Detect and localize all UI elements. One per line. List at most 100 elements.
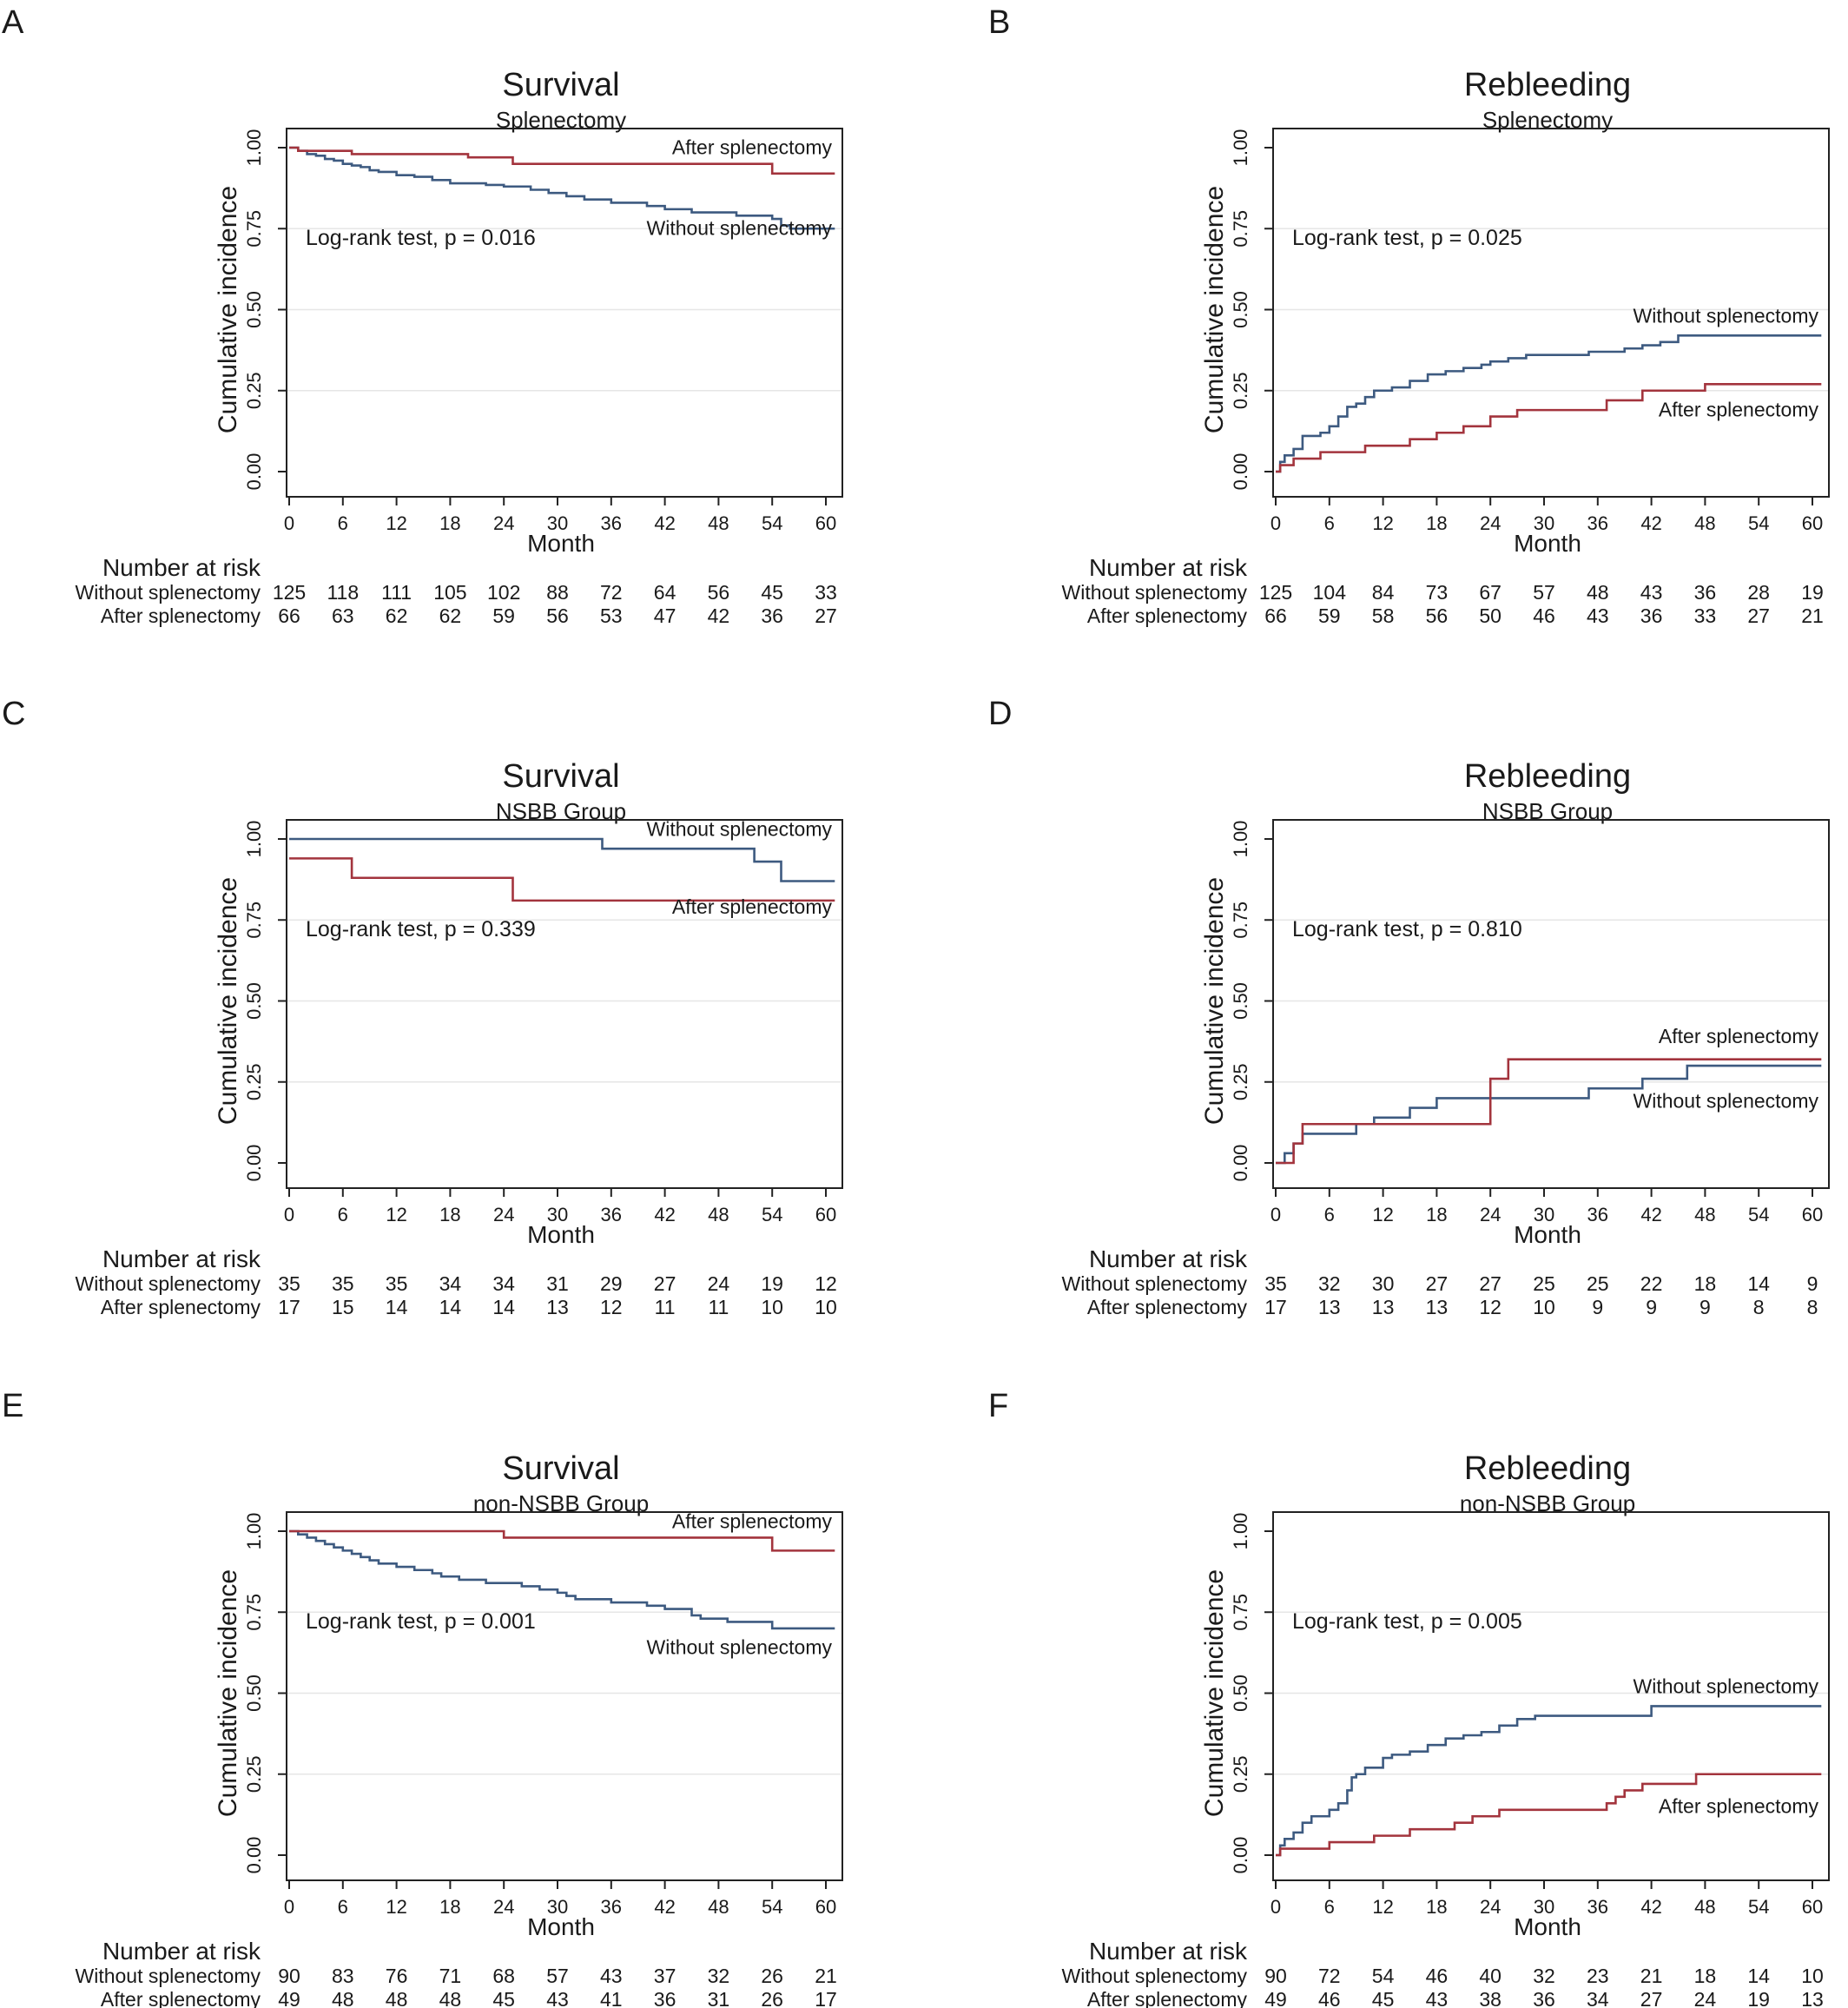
series-label-without: Without splenectomy: [1634, 304, 1819, 327]
logrank-annotation: Log-rank test, p = 0.016: [306, 226, 536, 250]
risk-count-after: 10: [761, 1296, 783, 1318]
risk-count-after: 13: [1318, 1296, 1341, 1318]
risk-count-after: 43: [1587, 604, 1609, 627]
risk-count-after: 66: [278, 604, 300, 627]
x-tick-label: 60: [1802, 512, 1823, 534]
risk-count-after: 53: [600, 604, 623, 627]
x-tick-label: 6: [338, 1896, 348, 1918]
risk-count-after: 13: [546, 1296, 569, 1318]
risk-count-after: 17: [278, 1296, 300, 1318]
chart-title: Survival: [502, 758, 619, 795]
risk-count-after: 13: [1801, 1988, 1824, 2008]
panel-letter: F: [988, 1388, 1008, 1424]
y-tick-label: 0.00: [243, 1837, 265, 1874]
risk-count-without: 10: [1801, 1965, 1824, 1987]
x-tick-label: 60: [815, 1896, 836, 1918]
risk-count-after: 43: [546, 1988, 569, 2008]
risk-count-without: 71: [439, 1965, 462, 1987]
series-after-splenectomy: [1276, 1058, 1822, 1165]
risk-count-without: 57: [1533, 581, 1555, 604]
x-tick-label: 36: [601, 512, 622, 534]
x-axis-label: Month: [527, 530, 595, 557]
risk-count-without: 18: [1694, 1965, 1717, 1987]
logrank-annotation: Log-rank test, p = 0.025: [1292, 226, 1522, 250]
risk-count-without: 35: [332, 1272, 354, 1295]
panel-letter: A: [2, 4, 24, 41]
risk-label-after: After splenectomy: [101, 1988, 261, 2008]
x-tick-label: 42: [654, 512, 675, 534]
plot-frame: [286, 819, 843, 1189]
y-tick-label: 0.25: [1230, 372, 1251, 409]
y-tick-label: 0.25: [1230, 1063, 1251, 1100]
risk-count-after: 66: [1264, 604, 1287, 627]
logrank-annotation: Log-rank test, p = 0.339: [306, 917, 536, 941]
x-tick-label: 12: [386, 1204, 406, 1225]
series-without-splenectomy: [289, 837, 835, 882]
risk-count-after: 11: [655, 1296, 676, 1318]
risk-count-without: 37: [654, 1965, 676, 1987]
risk-count-without: 19: [761, 1272, 783, 1295]
x-tick-label: 54: [1748, 512, 1769, 534]
risk-count-after: 9: [1646, 1296, 1657, 1318]
risk-count-after: 36: [761, 604, 783, 627]
risk-count-after: 42: [708, 604, 730, 627]
x-tick-label: 60: [1802, 1896, 1823, 1918]
risk-count-after: 12: [600, 1296, 623, 1318]
y-tick-label: 0.50: [1230, 1674, 1251, 1712]
risk-count-without: 19: [1801, 581, 1824, 604]
y-tick-label: 1.00: [1230, 1513, 1251, 1550]
risk-count-without: 68: [492, 1965, 515, 1987]
logrank-annotation: Log-rank test, p = 0.005: [1292, 1609, 1522, 1634]
x-tick-label: 6: [1324, 1204, 1335, 1225]
panel-a: ASurvivalSplenectomy0.000.250.500.751.00…: [2, 4, 843, 627]
risk-count-without: 43: [1640, 581, 1663, 604]
x-tick-label: 36: [1587, 1204, 1608, 1225]
risk-count-after: 43: [1426, 1988, 1449, 2008]
risk-count-without: 45: [761, 581, 783, 604]
risk-label-after: After splenectomy: [1087, 1988, 1248, 2008]
panel-letter: D: [988, 696, 1012, 732]
x-tick-label: 42: [654, 1204, 675, 1225]
series-label-without: Without splenectomy: [647, 1636, 833, 1659]
risk-label-after: After splenectomy: [1087, 1296, 1248, 1318]
risk-count-without: 35: [278, 1272, 300, 1295]
y-tick-label: 0.25: [1230, 1755, 1251, 1793]
y-axis-label: Cumulative incidence: [1200, 877, 1229, 1125]
x-axis-label: Month: [1514, 1221, 1581, 1248]
series-without-splenectomy: [289, 146, 835, 230]
y-tick-label: 0.50: [243, 982, 265, 1020]
y-tick-label: 1.00: [1230, 821, 1251, 858]
risk-count-after: 8: [1807, 1296, 1818, 1318]
x-tick-label: 0: [284, 1896, 294, 1918]
x-tick-label: 30: [1534, 512, 1554, 534]
x-tick-label: 18: [1426, 512, 1447, 534]
x-tick-label: 54: [1748, 1204, 1769, 1225]
x-tick-label: 36: [601, 1204, 622, 1225]
y-tick-label: 1.00: [1230, 129, 1251, 167]
risk-count-without: 18: [1694, 1272, 1717, 1295]
chart-title: Rebleeding: [1464, 758, 1631, 795]
risk-count-after: 17: [1264, 1296, 1287, 1318]
x-tick-label: 30: [547, 1204, 568, 1225]
risk-count-without: 34: [492, 1272, 515, 1295]
risk-count-without: 35: [386, 1272, 408, 1295]
series-without-splenectomy: [289, 1529, 835, 1630]
plot-frame: [286, 128, 843, 498]
risk-title: Number at risk: [1089, 1245, 1248, 1272]
y-tick-label: 0.75: [1230, 902, 1251, 939]
x-tick-label: 54: [762, 1204, 782, 1225]
risk-count-after: 19: [1747, 1988, 1770, 2008]
x-tick-label: 12: [1372, 512, 1393, 534]
x-tick-label: 12: [1372, 1896, 1393, 1918]
risk-label-without: Without splenectomy: [76, 1272, 261, 1295]
x-tick-label: 24: [1480, 1896, 1501, 1918]
x-tick-label: 0: [1270, 1896, 1281, 1918]
x-tick-label: 0: [1270, 512, 1281, 534]
x-tick-label: 30: [547, 1896, 568, 1918]
y-tick-label: 0.00: [1230, 1837, 1251, 1874]
series-after-splenectomy: [1276, 382, 1822, 473]
y-tick-label: 0.75: [243, 210, 265, 248]
x-tick-label: 18: [439, 1896, 460, 1918]
